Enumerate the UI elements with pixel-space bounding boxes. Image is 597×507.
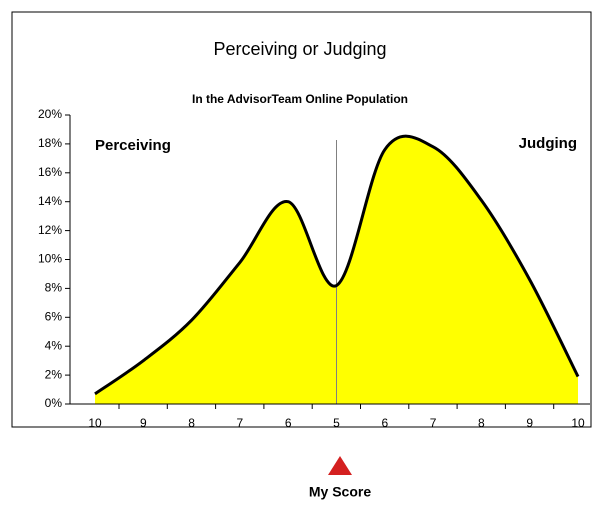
y-tick-label: 10% bbox=[38, 252, 62, 266]
x-tick-label: 7 bbox=[430, 416, 437, 430]
annotation: Perceiving bbox=[95, 137, 171, 154]
chart-subtitle: In the AdvisorTeam Online Population bbox=[192, 92, 408, 106]
plot-area: 0% 2% 4% 6% 8% 10% 12% 14% 16% 18% 20% 10 9 8 7 6 5 6 7 8 9 1… bbox=[38, 107, 590, 430]
chart-title: Perceiving or Judging bbox=[213, 39, 386, 59]
x-tick-label: 7 bbox=[237, 416, 244, 430]
x-tick-label: 8 bbox=[478, 416, 485, 430]
area bbox=[95, 136, 578, 404]
x-tick-label: 9 bbox=[140, 416, 147, 430]
annotation: Judging bbox=[519, 135, 577, 152]
line bbox=[94, 134, 580, 396]
y-tick-label: 18% bbox=[38, 136, 62, 150]
y-tick-label: 4% bbox=[45, 338, 63, 352]
annotation: My Score bbox=[309, 484, 371, 500]
y-tick-label: 6% bbox=[45, 309, 63, 323]
score-marker bbox=[328, 456, 352, 475]
x-tick-label: 5 bbox=[333, 416, 340, 430]
x-tick-label: 10 bbox=[88, 416, 102, 430]
x-tick-label: 9 bbox=[526, 416, 533, 430]
x-tick-label: 10 bbox=[571, 416, 585, 430]
y-tick-label: 14% bbox=[38, 194, 62, 208]
y-tick-label: 0% bbox=[45, 396, 63, 410]
x-tick-label: 8 bbox=[188, 416, 195, 430]
x-tick-label: 6 bbox=[285, 416, 292, 430]
y-tick-label: 2% bbox=[45, 367, 63, 381]
y-tick-label: 8% bbox=[45, 281, 63, 295]
y-tick-label: 12% bbox=[38, 223, 62, 237]
y-tick-label: 16% bbox=[38, 165, 62, 179]
y-tick-label: 20% bbox=[38, 107, 62, 121]
x-tick-label: 6 bbox=[381, 416, 388, 430]
